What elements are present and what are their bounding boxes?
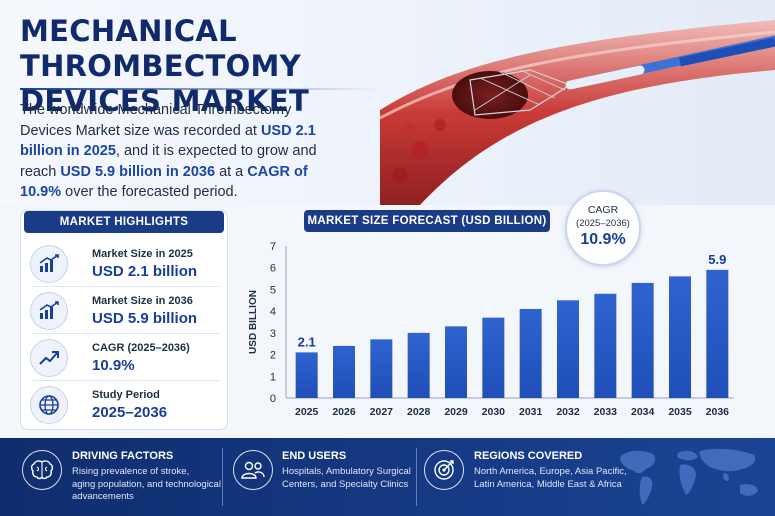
- x-tick-label: 2026: [332, 406, 356, 418]
- intro-cagr: CAGR of 10.9%: [20, 163, 308, 201]
- highlight-value: USD 5.9 billion: [92, 310, 198, 327]
- driving-factors-text: Rising prevalence of stroke, aging popul…: [72, 466, 221, 504]
- cagr-badge: CAGR (2025–2036) 10.9%: [565, 190, 641, 266]
- regions-line: Latin America, Middle East & Africa: [474, 478, 622, 490]
- end-users-line: Hospitals, Ambulatory Surgical: [282, 466, 411, 477]
- regions-covered-text: North America, Europe, Asia Pacific, Lat…: [474, 466, 627, 491]
- market-size-bar-chart: 0 1 2 3 4 5 6 7 USD BILLION 2025 2.1 2026 2027 2028 20…: [248, 241, 734, 418]
- bar-2025: [295, 352, 318, 398]
- data-label-2036: 5.9: [708, 252, 726, 267]
- regions-covered-title: REGIONS COVERED: [474, 450, 583, 462]
- trend-arrow-icon: [30, 339, 68, 377]
- divider: [32, 380, 220, 381]
- title-underline: [20, 88, 380, 90]
- market-highlights-heading: MARKET HIGHLIGHTS: [24, 211, 224, 233]
- x-tick-label: 2025: [295, 406, 319, 418]
- y-tick-label: 5: [270, 284, 276, 296]
- intro-text-2: , and it is expected to grow and reach: [20, 143, 317, 180]
- regions-line: North America, Europe, Asia Pacific,: [474, 466, 627, 477]
- growth-chart-icon: [30, 245, 68, 283]
- title-line-1: MECHANICAL THROMBECTOMY: [20, 14, 301, 83]
- intro-paragraph: The worldwide Mechanical Thrombectomy De…: [20, 100, 340, 203]
- footer-divider: [222, 448, 223, 506]
- highlight-label: CAGR (2025–2036): [92, 342, 190, 354]
- end-users-title: END USERS: [282, 450, 347, 462]
- growth-chart-icon: [30, 292, 68, 330]
- highlight-label: Market Size in 2025: [92, 248, 193, 260]
- globe-icon: [30, 386, 68, 424]
- bar-2031: [519, 308, 542, 398]
- bar-2034: [631, 282, 654, 398]
- x-tick-label: 2033: [594, 406, 618, 418]
- driving-factors-title: DRIVING FACTORS: [72, 450, 174, 462]
- driving-factors-line: advancements: [72, 491, 134, 502]
- divider: [32, 333, 220, 334]
- x-tick-label: 2027: [370, 406, 394, 418]
- world-map-graphic: [620, 448, 758, 505]
- driving-factors-line: Rising prevalence of stroke,: [72, 466, 190, 477]
- blood-vessel-illustration: [380, 20, 775, 205]
- y-axis-label: USD BILLION: [248, 290, 259, 354]
- intro-size-2025: USD 2.1 billion in 2025: [20, 122, 316, 160]
- bar-2035: [669, 276, 691, 398]
- highlight-row-size-2025: Market Size in 2025 USD 2.1 billion: [30, 240, 220, 288]
- highlight-value: 2025–2036: [92, 404, 168, 421]
- highlight-value: USD 2.1 billion: [92, 263, 198, 280]
- x-tick-label: 2030: [482, 406, 506, 418]
- x-tick-label: 2032: [556, 406, 580, 418]
- intro-text-4: over the forecasted period.: [65, 184, 238, 200]
- end-users-line: Centers, and Specialty Clinics: [282, 478, 409, 490]
- footer-divider: [416, 448, 417, 506]
- bar-2032: [557, 300, 579, 398]
- x-tick-label: 2035: [668, 406, 692, 418]
- bar-2027: [370, 339, 393, 398]
- highlight-row-size-2036: Market Size in 2036 USD 5.9 billion: [30, 287, 220, 335]
- highlight-label: Study Period: [92, 389, 160, 401]
- cagr-badge-label: CAGR: [587, 204, 619, 216]
- x-tick-label: 2031: [519, 406, 543, 418]
- bar-2036: [706, 269, 729, 398]
- cagr-badge-value: 10.9%: [580, 231, 626, 248]
- divider: [32, 286, 220, 287]
- bar-2026: [333, 345, 355, 398]
- x-tick-label: 2029: [444, 406, 468, 418]
- bar-2028: [407, 332, 430, 398]
- y-tick-label: 4: [270, 306, 276, 318]
- driving-factors-line: aging population, and technological: [72, 478, 221, 490]
- y-tick-label: 7: [270, 241, 276, 253]
- chart-title: MARKET SIZE FORECAST (USD BILLION): [304, 210, 550, 232]
- target-icon: [424, 450, 464, 490]
- brain-icon: [22, 450, 62, 490]
- y-tick-label: 3: [270, 328, 276, 340]
- intro-text-1: The worldwide Mechanical Thrombectomy De…: [20, 102, 292, 139]
- bar-2030: [482, 317, 505, 398]
- y-tick-label: 0: [270, 393, 276, 405]
- x-tick-label: 2036: [706, 406, 730, 418]
- x-tick-label: 2034: [631, 406, 655, 418]
- bar-2029: [445, 326, 467, 398]
- highlight-label: Market Size in 2036: [92, 295, 193, 307]
- y-tick-label: 1: [270, 371, 276, 383]
- y-tick-label: 6: [270, 263, 276, 275]
- data-label-2025: 2.1: [298, 334, 316, 349]
- highlight-row-study-period: Study Period 2025–2036: [30, 381, 220, 429]
- people-icon: [233, 450, 273, 490]
- highlight-row-cagr: CAGR (2025–2036) 10.9%: [30, 334, 220, 382]
- end-users-text: Hospitals, Ambulatory Surgical Centers, …: [282, 466, 411, 491]
- cagr-badge-period: (2025–2036): [576, 218, 630, 229]
- y-tick-label: 2: [270, 350, 276, 362]
- bar-2033: [594, 293, 617, 398]
- intro-text-3: at a: [219, 163, 244, 180]
- intro-size-2036: USD 5.9 billion in 2036: [60, 163, 216, 180]
- x-tick-label: 2028: [407, 406, 431, 418]
- highlight-value: 10.9%: [92, 357, 135, 374]
